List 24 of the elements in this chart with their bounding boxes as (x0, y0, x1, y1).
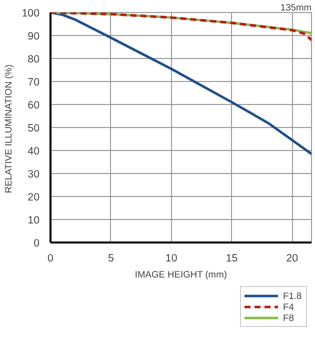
x-tick-label: 0 (48, 252, 54, 264)
y-tick-label: 10 (28, 214, 40, 226)
x-tick-label: 10 (165, 252, 178, 264)
chart-title: 135mm (280, 2, 312, 12)
y-tick-label: 70 (28, 76, 40, 88)
y-tick-label: 50 (28, 122, 40, 134)
y-tick-label: 80 (28, 54, 40, 66)
legend-label: F4 (283, 301, 295, 312)
y-tick-label: 20 (28, 192, 40, 204)
y-tick-label: 90 (28, 30, 40, 42)
y-tick-label: 60 (28, 100, 40, 112)
line-series (50, 12, 312, 42)
y-tick-label: 100 (22, 8, 40, 20)
x-tick-label: 15 (226, 252, 238, 264)
y-axis-title: RELATIVE ILLUMINATION (%) (4, 64, 14, 194)
y-tick-label: 0 (34, 238, 40, 250)
x-tick-label: 20 (286, 252, 298, 264)
line-series (50, 12, 312, 156)
x-tick-label: 5 (108, 252, 114, 264)
y-tick-label: 40 (28, 146, 40, 158)
y-tick-label: 30 (28, 168, 40, 180)
legend-label: F1.8 (283, 290, 303, 301)
x-axis-title: IMAGE HEIGHT (mm) (134, 270, 227, 280)
legend-label: F8 (283, 312, 295, 323)
